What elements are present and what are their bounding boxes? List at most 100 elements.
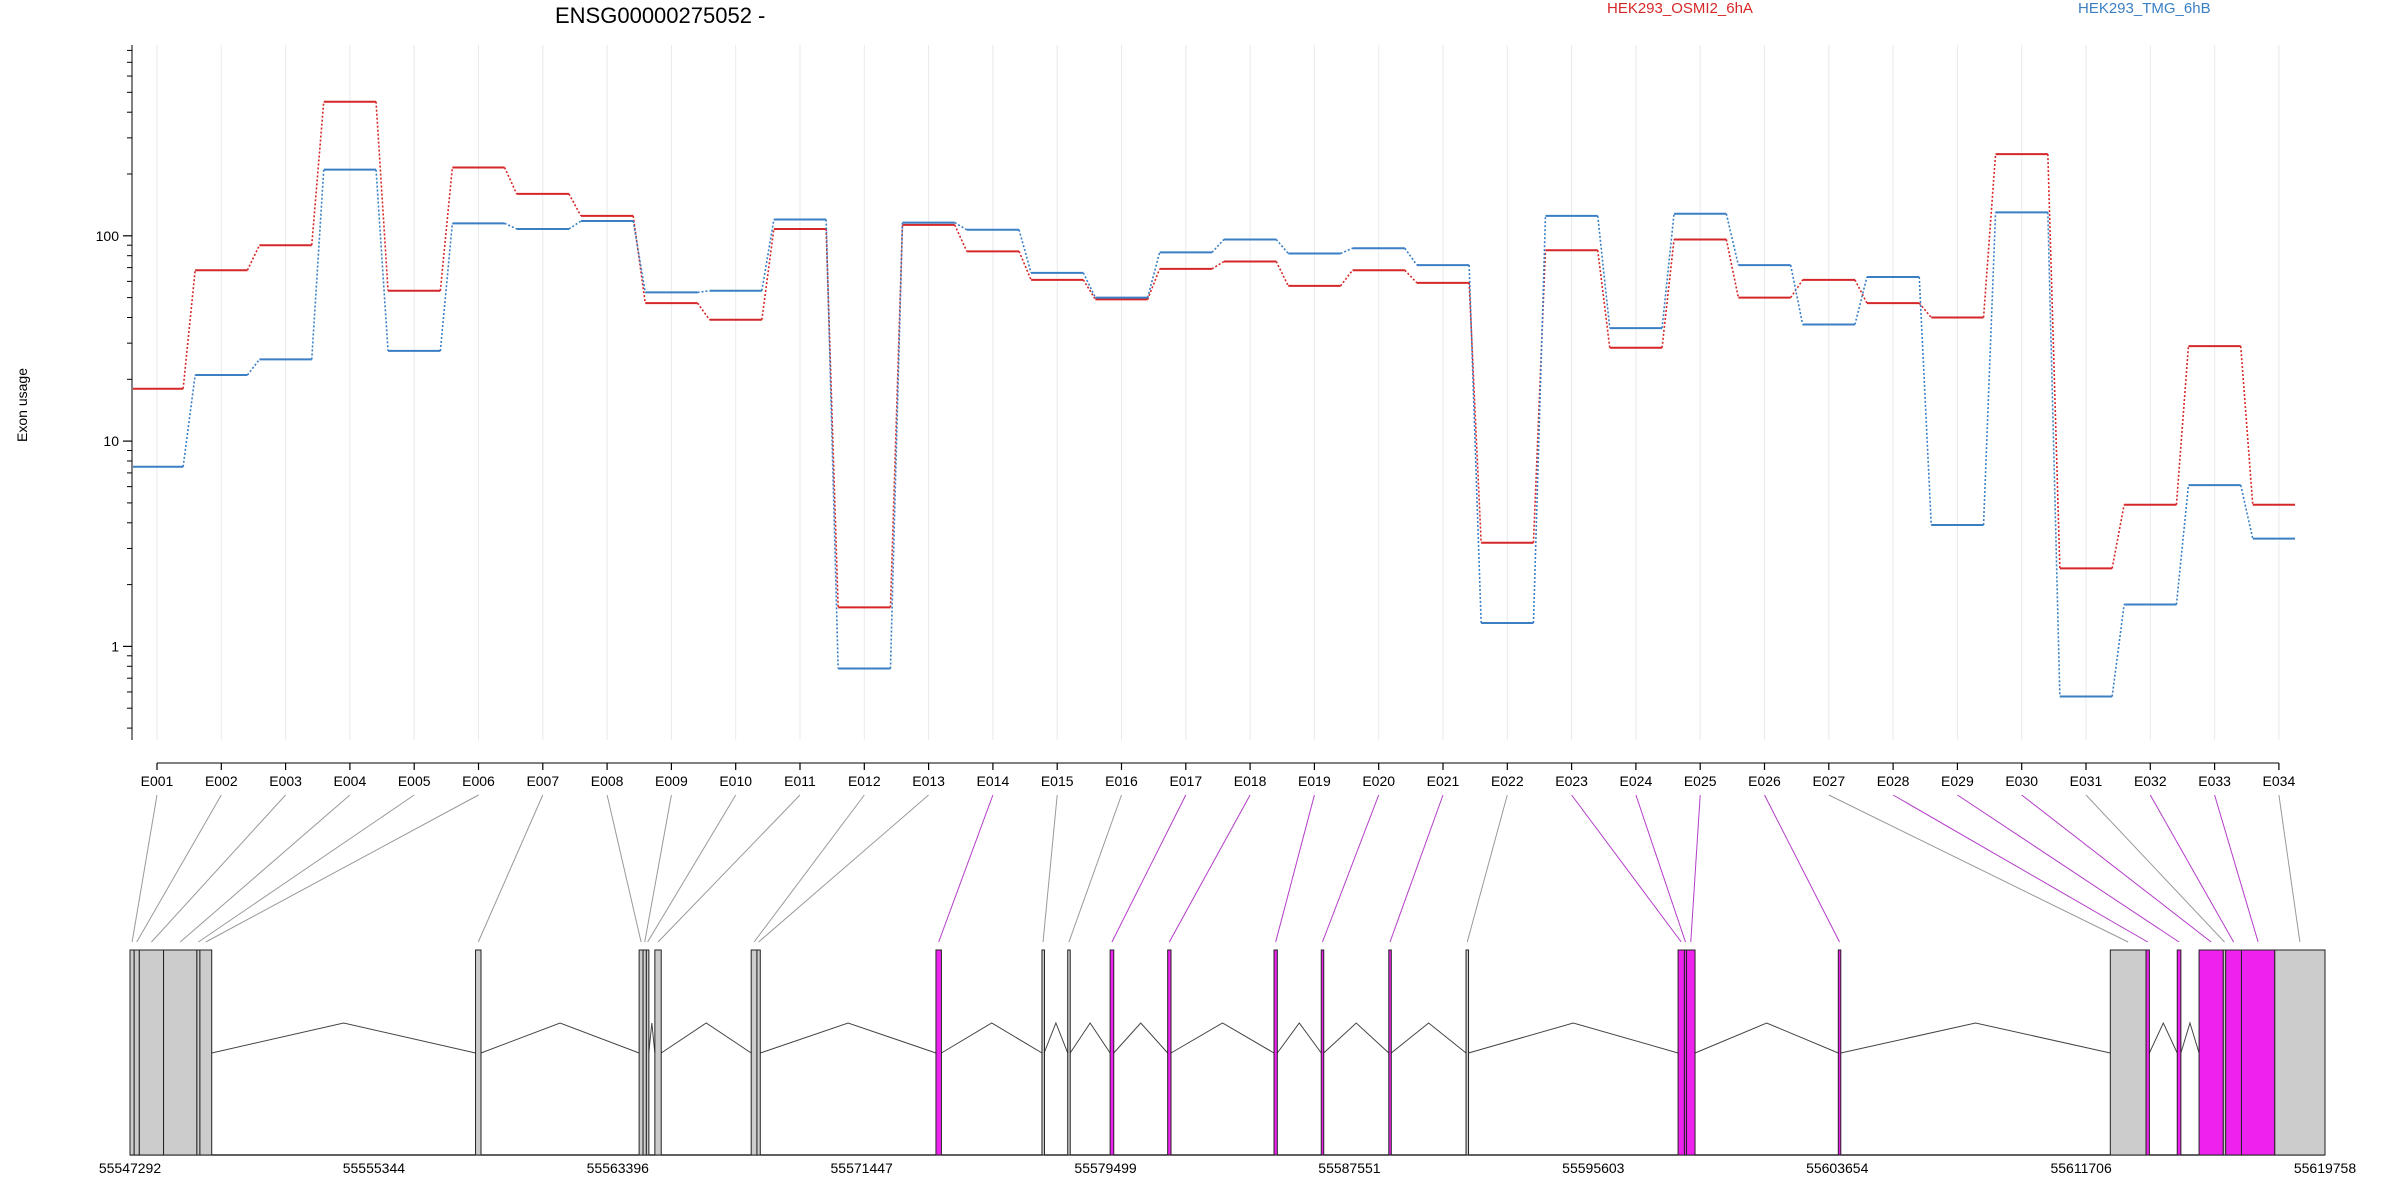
exon-block [1686,949,1696,1156]
series-lines [133,100,2295,698]
x-tick-label: E022 [1491,773,1524,789]
exon-connector [2278,794,2301,943]
x-tick-label: E034 [2263,773,2296,789]
series-connector [1211,260,1225,270]
exon-block [1677,949,1685,1156]
exon-block [645,949,650,1156]
x-tick-label: E032 [2134,773,2167,789]
intron [1323,1022,1390,1054]
exon-block [129,949,135,1156]
exon-connector [2085,794,2225,943]
x-tick-label: E012 [848,773,881,789]
series-connector [2111,504,2125,569]
y-tick-label: 10 [103,433,119,449]
genomic-coordinate-label: 55603654 [1806,1160,1869,1176]
series-connector [1018,229,1032,274]
series-connector [503,167,518,195]
exon-connector [1466,794,1508,943]
series-connector [1854,279,1868,304]
series-connector [1146,252,1161,298]
series-connector [246,358,261,376]
series-connector [439,223,454,351]
exon-connector [1690,794,1701,943]
intron [1276,1022,1322,1054]
exon-block [2274,949,2326,1156]
series-connector [825,228,839,608]
series-connector [1404,247,1418,266]
intron [648,1022,656,1054]
series-connector [1146,268,1161,300]
series-connector [1468,265,1482,624]
exon-block [475,949,482,1156]
x-tick-label: E017 [1169,773,1202,789]
genomic-coordinate-label: 55579499 [1074,1160,1137,1176]
series-connector [761,219,775,291]
series-connector [504,222,517,230]
series-connector [1596,250,1611,348]
intron [1170,1022,1275,1054]
series-connector [2239,484,2254,539]
axes: 1 10 100 E001 E002 E003 E004 E005 E006 E007 E008 E0… [96,45,2296,789]
genomic-coordinate-label: 55611706 [2050,1160,2111,1176]
exon-connector [179,794,351,943]
exon-connector [657,794,801,943]
exon-block [1320,949,1325,1156]
x-tick-label: E033 [2198,773,2231,789]
x-tick-label: E004 [334,773,367,789]
exon-connector [205,794,479,943]
series-connector [632,220,647,293]
x-tick-label: E014 [977,773,1010,789]
series-connector [375,101,389,291]
series-connector [1596,215,1611,329]
exon-block [2240,949,2276,1156]
x-tick-label: E027 [1812,773,1845,789]
exon-block [2145,949,2150,1156]
genomic-coordinate-label: 55571447 [831,1160,894,1176]
genomic-coordinate-label: 55619758 [2294,1160,2357,1176]
y-axis-label: Exon usage [14,368,30,442]
intron [660,1022,752,1054]
exon-block [1388,949,1392,1156]
exon-connector [606,794,642,943]
series-connector [1018,251,1032,281]
series-connector [568,220,582,230]
exon-connector [1635,794,1686,943]
series-connector [954,224,968,252]
x-tick-label: E023 [1555,773,1588,789]
exon-connector [938,794,994,943]
x-tick-label: E030 [2005,773,2038,789]
series-connector [889,222,904,669]
x-tick-label: E005 [398,773,431,789]
intron [480,1022,640,1054]
exon-block [138,949,165,1156]
x-tick-label: E031 [2070,773,2103,789]
exon-connector [198,794,415,943]
series-connector [1982,154,1997,318]
x-tick-label: E029 [1941,773,1974,789]
exon-connector [1957,794,2180,943]
exon-connector [1111,794,1187,943]
series-connector [439,167,454,291]
x-tick-label: E009 [655,773,688,789]
x-tick-label: E020 [1362,773,1395,789]
x-tick-label: E019 [1298,773,1331,789]
series-connector [182,270,196,389]
series-connector [1789,264,1804,325]
y-tick-label: 1 [111,638,119,654]
x-tick-label: E007 [526,773,559,789]
exon-connector [136,794,222,943]
intron [1694,1022,1839,1054]
series-connector [1532,250,1547,543]
series-connector [1468,282,1482,543]
series-connector [1082,279,1097,300]
exon-block [2176,949,2182,1156]
x-tick-label: E001 [141,773,174,789]
intron [1390,1022,1467,1054]
intron [2180,1021,2200,1054]
series-connector [2239,346,2254,505]
exon-block [2225,949,2242,1156]
series-connector [1982,212,1997,526]
series-2 [133,168,2295,698]
series-connector [2111,604,2125,697]
intron [211,1022,476,1054]
